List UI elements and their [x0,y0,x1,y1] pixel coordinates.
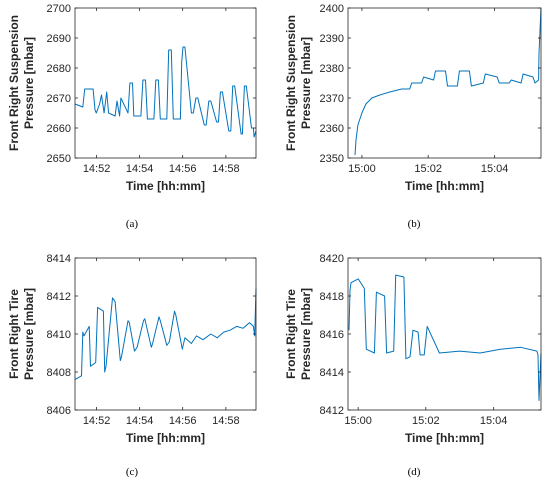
y-tick-label-b-4: 2390 [320,33,344,45]
y-axis-label-a-line-0: Front Right Suspension [7,15,21,151]
y-tick-label-d-2: 8416 [320,329,344,341]
x-tick-label-b-1: 15:02 [414,163,442,175]
y-tick-label-c-4: 8414 [47,253,71,265]
y-tick-label-b-5: 2400 [320,3,344,15]
y-tick-label-d-1: 8414 [320,367,344,379]
panel-caption-d: (d) [408,466,421,478]
series-line-b-0 [354,7,542,156]
x-axis-label-b: Time [hh:mm] [405,179,484,193]
y-axis-label-d-line-0: Front Right Tire [284,289,298,379]
x-tick-label-a-3: 14:58 [212,163,240,175]
chart-panel-d: 15:00 15:02 15:04 8412 8414 8416 8418 8420 Time … [284,253,542,478]
y-tick-label-d-0: 8412 [320,405,344,417]
y-tick-label-a-0: 2650 [47,153,71,165]
plot-frame-b [347,7,542,159]
y-tick-label-a-1: 2660 [47,123,71,135]
x-tick-label-b-0: 15:00 [348,163,376,175]
y-tick-label-a-4: 2690 [47,33,71,45]
series-line-d-0 [348,274,542,401]
plot-frame-c [74,257,257,411]
x-tick-label-d-0: 15:00 [344,415,372,427]
x-tick-label-a-1: 14:54 [126,163,154,175]
x-tick-label-b-2: 15:04 [481,163,509,175]
y-tick-label-a-3: 2680 [47,63,71,75]
y-tick-label-a-2: 2670 [47,93,71,105]
y-tick-label-b-3: 2380 [320,63,344,75]
y-tick-label-d-4: 8420 [320,253,344,265]
y-tick-label-a-5: 2700 [47,3,71,15]
y-tick-label-b-2: 2370 [320,93,344,105]
y-axis-label-a-line-1: Pressure [mbar] [22,37,36,129]
chart-panel-c: 14:52 14:54 14:56 14:58 8406 8408 8410 8412 8414… [7,253,257,478]
x-axis-label-a: Time [hh:mm] [126,179,205,193]
plot-frame-d [347,257,542,411]
series-line-c-0 [74,288,257,381]
x-tick-label-a-0: 14:52 [83,163,111,175]
chart-panel-a: 14:52 14:54 14:56 14:58 2650 2660 2670 2680 2690… [7,3,257,230]
x-tick-label-d-2: 15:04 [480,415,508,427]
y-axis-label-b-line-0: Front Right Suspension [284,15,298,151]
x-tick-label-a-2: 14:56 [169,163,197,175]
chart-panel-b: 15:00 15:02 15:04 2350 2360 2370 2380 2390 2400 T… [284,3,542,230]
panel-caption-a: (a) [126,218,139,230]
x-axis-label-d: Time [hh:mm] [405,431,484,445]
y-axis-label-d-line-1: Pressure [mbar] [299,288,313,380]
panel-caption-c: (c) [126,466,139,478]
y-tick-label-c-1: 8408 [47,367,71,379]
x-axis-label-c: Time [hh:mm] [126,431,205,445]
y-tick-label-c-2: 8410 [47,329,71,341]
y-axis-label-c-line-0: Front Right Tire [7,289,21,379]
panel-caption-b: (b) [408,218,421,230]
y-tick-label-d-3: 8418 [320,291,344,303]
plot-frame-a [74,7,257,159]
y-tick-label-c-0: 8406 [47,405,71,417]
y-tick-label-b-1: 2360 [320,123,344,135]
x-tick-label-c-0: 14:52 [83,415,111,427]
x-tick-label-c-2: 14:56 [169,415,197,427]
x-tick-label-c-1: 14:54 [126,415,154,427]
series-line-a-0 [74,46,257,138]
y-axis-label-b-line-1: Pressure [mbar] [299,37,313,129]
x-tick-label-c-3: 14:58 [212,415,240,427]
x-tick-label-d-1: 15:02 [412,415,440,427]
y-tick-label-c-3: 8412 [47,291,71,303]
y-axis-label-c-line-1: Pressure [mbar] [22,288,36,380]
y-tick-label-b-0: 2350 [320,153,344,165]
